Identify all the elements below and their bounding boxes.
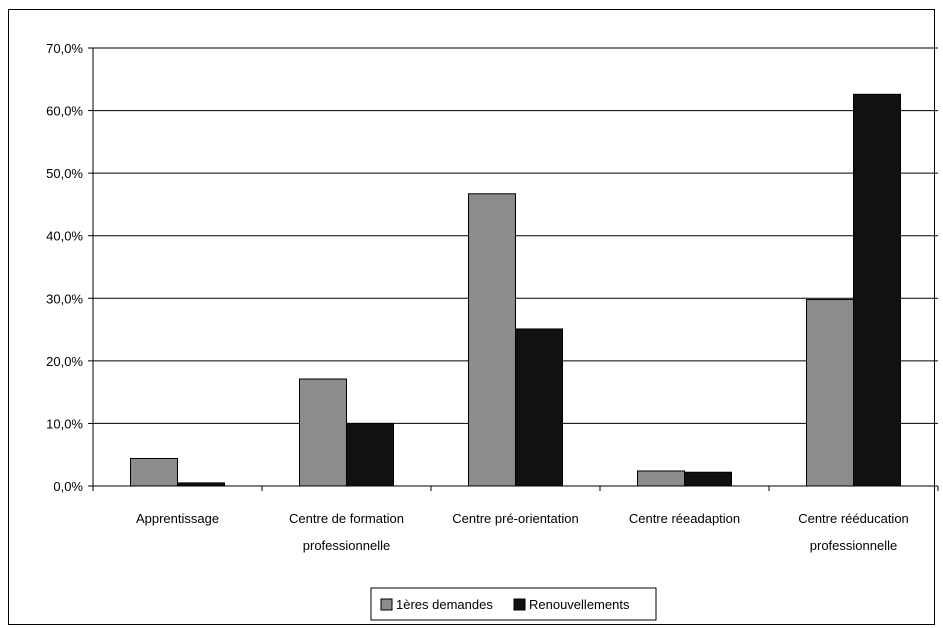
legend-swatch [513, 598, 526, 611]
bar [637, 470, 685, 487]
bar [853, 93, 901, 487]
bar [346, 422, 394, 487]
y-tick-label: 70,0% [46, 41, 83, 56]
bar [468, 193, 516, 487]
y-tick-label: 0,0% [53, 479, 83, 494]
legend: 1ères demandes Renouvellements [370, 587, 657, 621]
x-category-label: professionnelle [810, 538, 897, 553]
x-category-label: Centre de formation [289, 511, 404, 526]
bar [806, 299, 854, 487]
x-category-labels: Apprentissage Centre de formation professi… [136, 511, 909, 553]
axes [88, 47, 939, 491]
x-category-label: Apprentissage [136, 511, 219, 526]
y-tick-label: 60,0% [46, 104, 83, 119]
y-tick-labels: 0,0% 10,0% 20,0% 30,0% 40,0% 50,0% 60,0% 70,0% [46, 41, 83, 494]
y-tick-label: 40,0% [46, 229, 83, 244]
gridlines [93, 47, 938, 424]
legend-label: Renouvellements [529, 597, 630, 612]
legend-swatch [380, 598, 393, 611]
bars [130, 93, 901, 487]
y-tick-label: 20,0% [46, 354, 83, 369]
bar [130, 457, 178, 487]
bar [515, 328, 563, 487]
x-category-label: Centre réeadaption [629, 511, 740, 526]
y-tick-label: 50,0% [46, 166, 83, 181]
bar [684, 471, 732, 487]
y-tick-label: 30,0% [46, 291, 83, 306]
x-category-label: professionnelle [303, 538, 390, 553]
bar [299, 378, 347, 487]
legend-label: 1ères demandes [396, 597, 493, 612]
x-category-label: Centre pré-orientation [452, 511, 578, 526]
x-category-label: Centre rééducation [798, 511, 909, 526]
y-tick-label: 10,0% [46, 416, 83, 431]
